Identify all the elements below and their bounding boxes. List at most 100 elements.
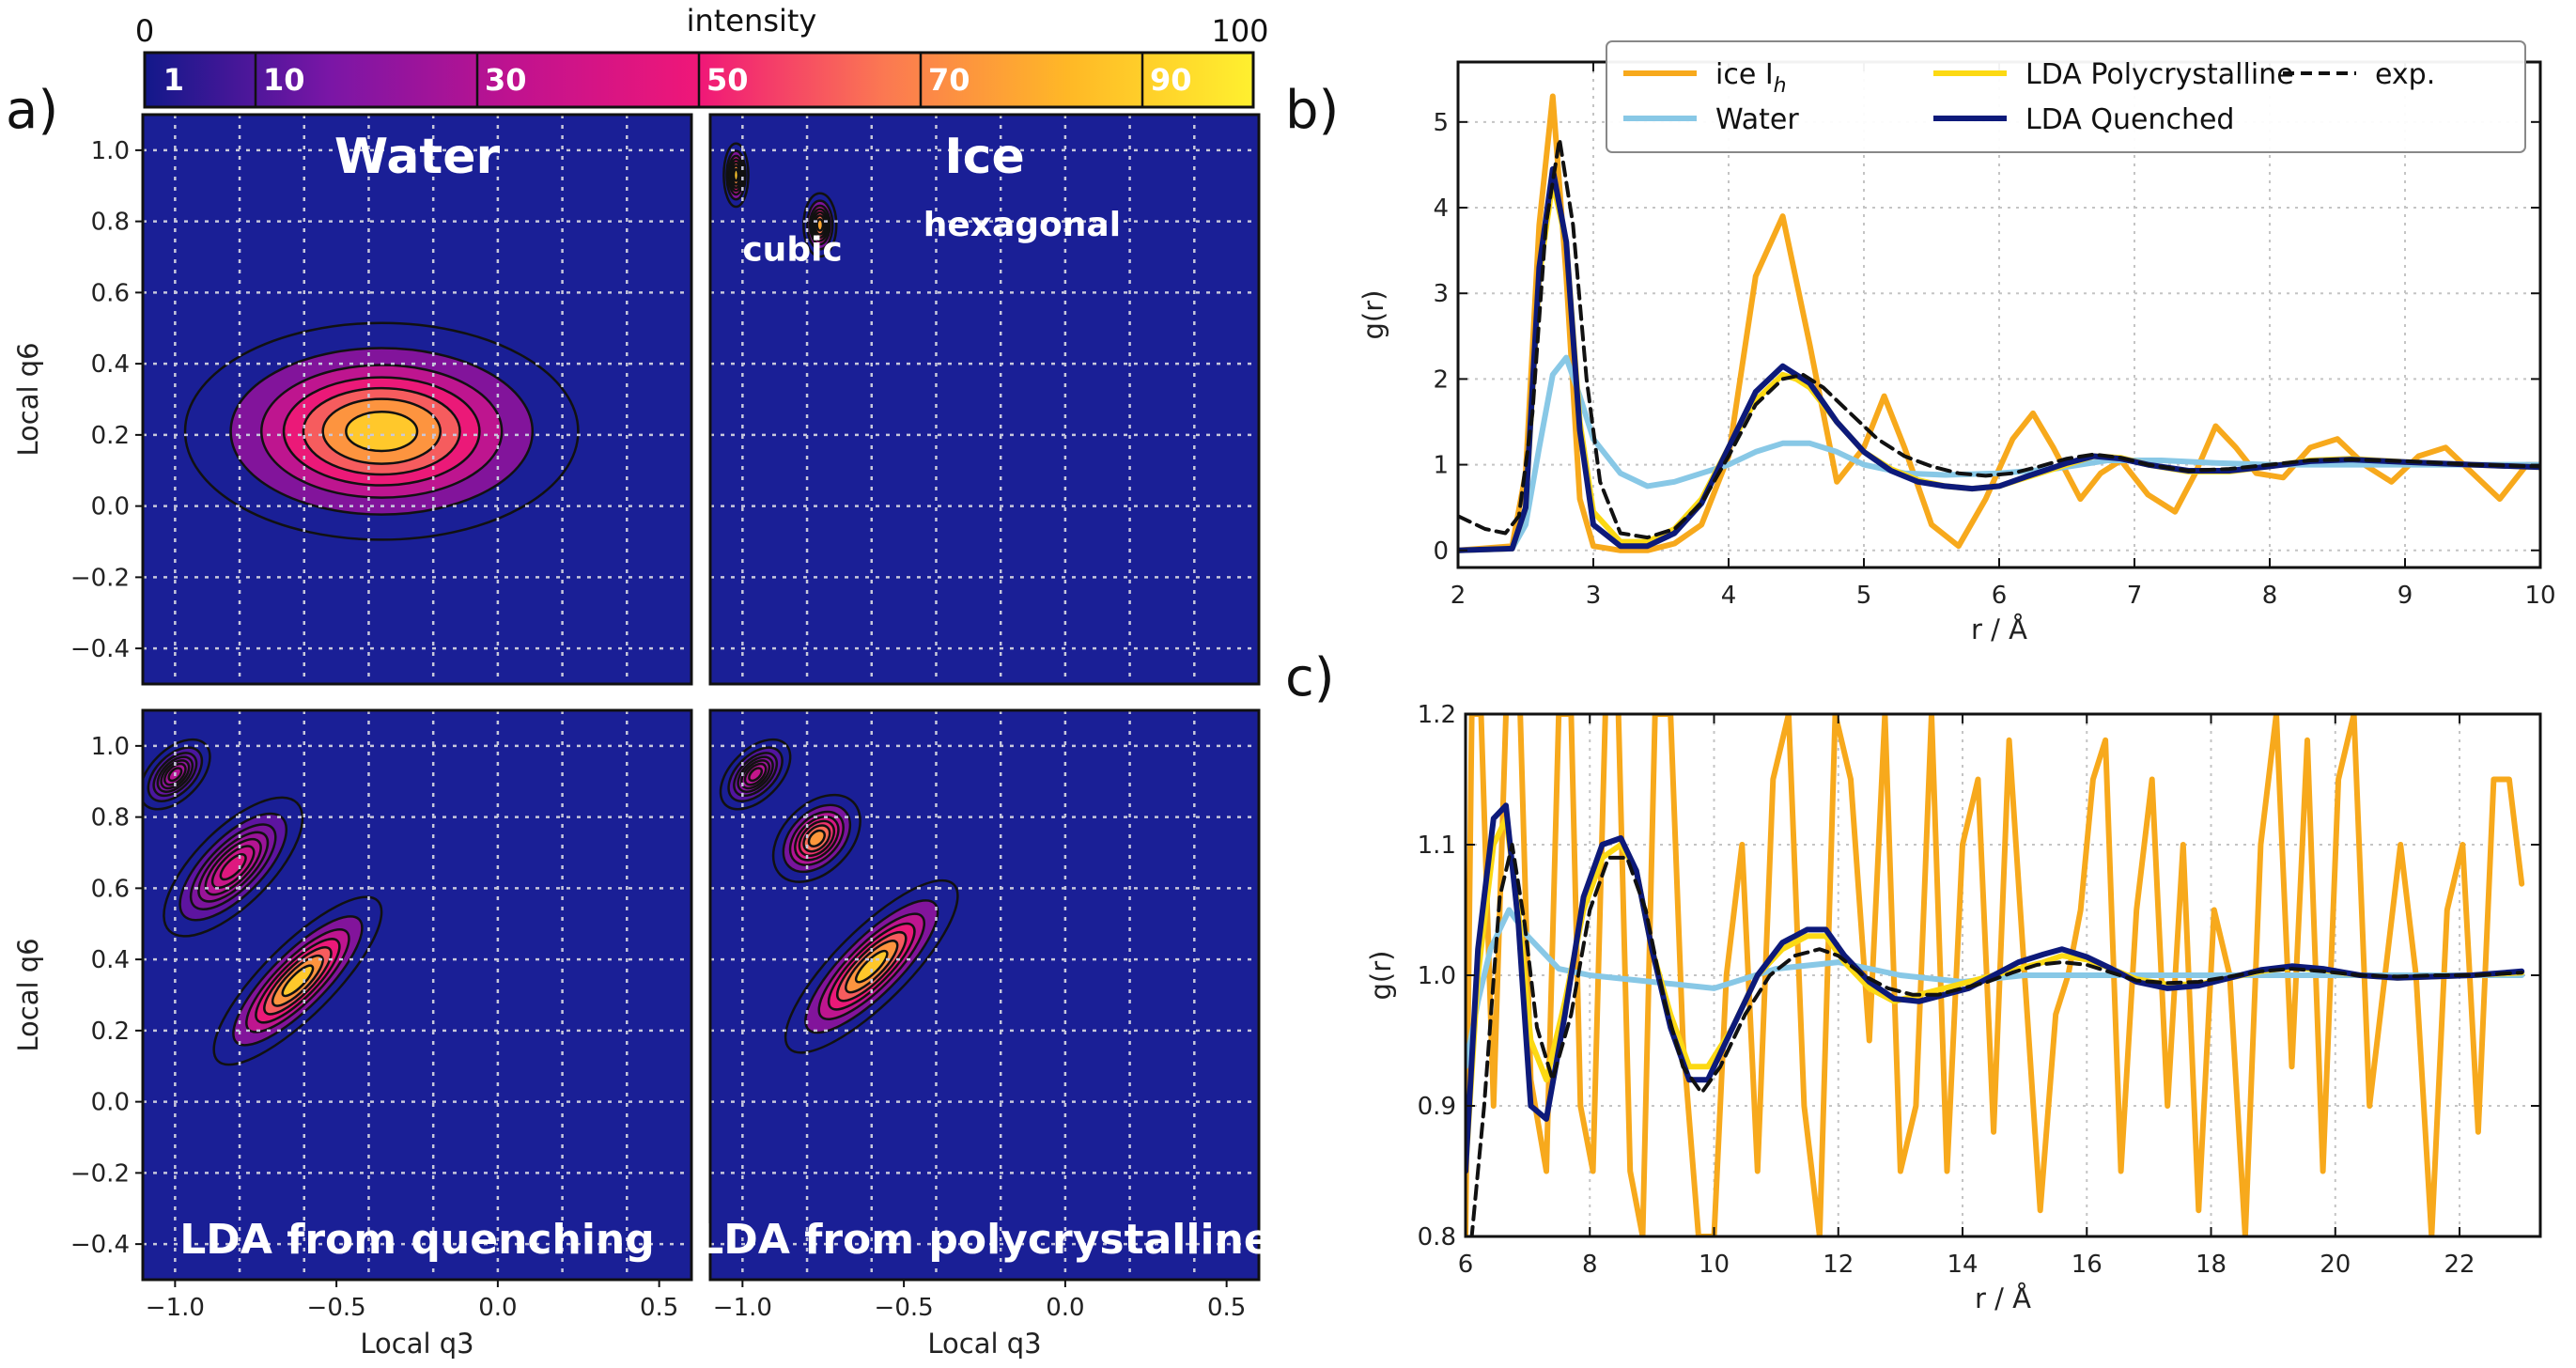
legend-label-water: Water (1715, 103, 1799, 136)
y-tick-label: 1 (1433, 452, 1449, 480)
x-axis-label: Local q3 (927, 1328, 1041, 1360)
heatmap-frame (708, 708, 1261, 1282)
heatmap-background (710, 710, 1259, 1280)
heatmap-density (722, 142, 838, 258)
density-contour (854, 949, 889, 984)
y-tick-label: 0.4 (91, 946, 130, 974)
panel-label-b: b) (1285, 80, 1339, 141)
y-axis-label: Local q6 (12, 342, 44, 456)
x-tick-label: 0.5 (640, 1294, 678, 1322)
x-tick-label: 2 (1451, 582, 1466, 610)
colorbar: intensity 0 100 1 10 30 50 70 90 (135, 3, 1269, 109)
heatmap-frame (141, 708, 693, 1282)
x-tick-label: 10 (2524, 582, 2555, 610)
colorbar-tick-label: 1 (163, 62, 184, 98)
y-tick-label: 0.6 (91, 875, 130, 903)
x-tick-label: 0.0 (1046, 1294, 1084, 1322)
colorbar-tick-label: 70 (928, 62, 970, 98)
heatmap-ice: Ice cubic hexagonal (708, 113, 1261, 686)
x-tick-label: 6 (1992, 582, 2008, 610)
x-tick-label: 10 (1699, 1251, 1730, 1279)
x-tick-label: 0.0 (478, 1294, 517, 1322)
x-tick-label: 7 (2127, 582, 2143, 610)
legend-label-lda_quench: LDA Quenched (2025, 103, 2234, 136)
panel-label-c: c) (1285, 647, 1335, 708)
density-contour (815, 218, 825, 232)
legend-label-exp: exp. (2375, 58, 2435, 91)
colorbar-min-label: 0 (135, 13, 154, 49)
x-axis-label: r / Å (1975, 1282, 2031, 1314)
density-contour (771, 793, 861, 883)
y-tick-label: 1.0 (91, 733, 130, 761)
y-tick-label: 1.1 (1418, 832, 1456, 860)
x-tick-label: 3 (1586, 582, 1602, 610)
y-tick-label: 0.8 (91, 804, 130, 832)
x-tick-label: 22 (2444, 1251, 2475, 1279)
x-tick-label: 14 (1947, 1251, 1978, 1279)
heatmap-water: −0.4 −0.2 0.0 0.2 0.4 0.6 0.8 1.0 Local q6 Water (12, 113, 693, 686)
heatmap-frame (141, 113, 693, 686)
y-tick-label: 1.2 (1418, 701, 1456, 729)
y-tick-label: 0.9 (1418, 1093, 1456, 1121)
colorbar-max-label: 100 (1211, 13, 1268, 49)
x-tick-label: 18 (2196, 1251, 2227, 1279)
colorbar-ticks: 1 10 30 50 70 90 (163, 53, 1192, 107)
x-tick-label: −0.5 (875, 1294, 934, 1322)
gr-long-range-plot: 6 8 10 12 14 16 18 20 22 0.8 0.9 1.0 1.1 1.2 r / Å g(r) (1365, 701, 2542, 1314)
series-line-water (1458, 354, 2540, 553)
density-contour (163, 796, 304, 938)
y-tick-label: 0.2 (91, 422, 130, 450)
y-tick-label: 0.6 (91, 279, 130, 307)
colorbar-tick-label: 90 (1150, 62, 1192, 98)
x-tick-label: −0.5 (307, 1294, 366, 1322)
series-line-ice (1458, 93, 2540, 553)
y-tick-label: 5 (1433, 109, 1449, 137)
x-tick-label: 0.5 (1207, 1294, 1246, 1322)
x-tick-label: 20 (2320, 1251, 2351, 1279)
heatmap-annotation: cubic (742, 230, 842, 269)
y-tick-label: 0 (1433, 537, 1449, 566)
density-contour (281, 964, 315, 998)
density-contour (345, 410, 419, 453)
colorbar-tick-label: 30 (485, 62, 527, 98)
y-tick-label: −0.2 (70, 1159, 130, 1188)
heatmap-density (719, 738, 959, 1054)
heatmap-title: LDA from polycrystalline (697, 1216, 1271, 1264)
heatmap-background (710, 115, 1259, 684)
heatmap-density (183, 321, 580, 541)
heatmap-background (143, 710, 691, 1280)
x-tick-label: −1.0 (146, 1294, 205, 1322)
density-contour (183, 321, 580, 541)
legend-label-lda_poly: LDA Polycrystalline (2025, 58, 2294, 91)
y-tick-label: 1.0 (91, 137, 130, 165)
heatmap-frame (708, 113, 1261, 686)
y-tick-label: −0.4 (70, 635, 130, 663)
heatmap-title: Water (334, 129, 501, 185)
y-axis-label: g(r) (1358, 290, 1389, 340)
y-axis-label: g(r) (1365, 951, 1397, 1001)
y-tick-label: 0.8 (91, 209, 130, 237)
y-tick-label: −0.4 (70, 1231, 130, 1259)
y-tick-label: 0.8 (1418, 1223, 1456, 1251)
series-line-exp (1458, 137, 2540, 540)
colorbar-tick-label: 50 (706, 62, 749, 98)
density-contour (719, 738, 792, 811)
density-contour (143, 738, 211, 811)
x-axis-label: r / Å (1971, 614, 2027, 645)
density-contour (748, 767, 764, 783)
y-tick-label: 1.0 (1418, 962, 1456, 990)
colorbar-title: intensity (687, 3, 817, 39)
series-line-ice (1466, 714, 2525, 1236)
density-contour (802, 192, 838, 258)
legend-box (1606, 40, 2526, 153)
x-tick-label: 5 (1856, 582, 1872, 610)
y-tick-label: 0.2 (91, 1018, 130, 1046)
y-tick-label: 3 (1433, 280, 1449, 308)
x-tick-label: 4 (1721, 582, 1737, 610)
heatmap-title: LDA from quenching (179, 1216, 654, 1264)
y-tick-label: 2 (1433, 365, 1449, 394)
y-tick-label: 0.0 (91, 1089, 130, 1117)
y-tick-label: −0.2 (70, 564, 130, 592)
x-tick-label: 9 (2398, 582, 2413, 610)
